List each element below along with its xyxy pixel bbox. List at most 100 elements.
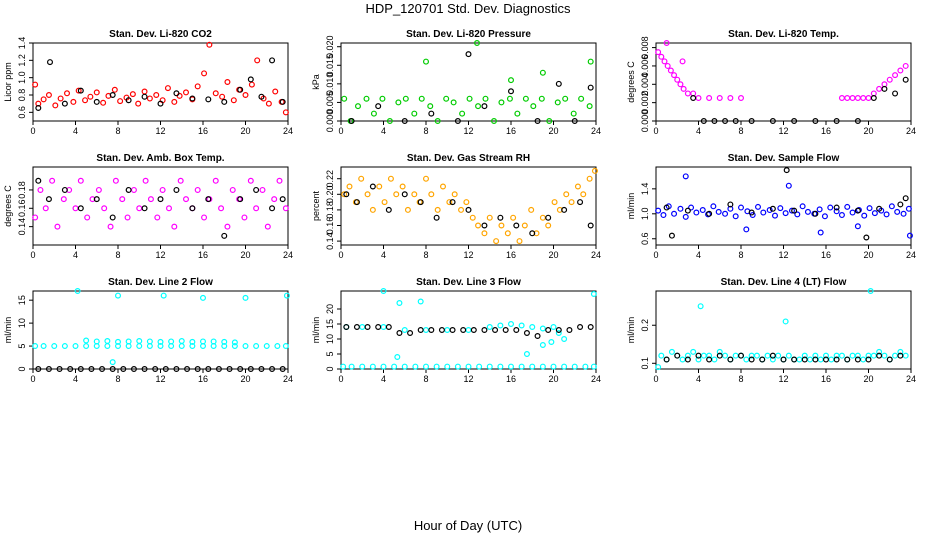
data-point: [867, 288, 874, 295]
data-point: [590, 291, 597, 298]
data-point: [157, 338, 164, 345]
data-point: [476, 363, 483, 370]
data-point: [171, 98, 178, 105]
data-point: [93, 89, 100, 96]
data-point: [769, 205, 776, 212]
data-point: [570, 110, 577, 117]
data-point: [93, 338, 100, 345]
x-tick-label: 20: [240, 374, 250, 384]
x-tick-label: 4: [73, 250, 78, 260]
data-point: [237, 86, 244, 93]
data-point: [146, 338, 153, 345]
plot-frame: [655, 166, 912, 246]
data-point: [224, 223, 231, 230]
data-point: [561, 363, 568, 370]
x-tick-label: 12: [778, 374, 788, 384]
data-point: [539, 363, 546, 370]
data-point: [475, 103, 482, 110]
data-point: [586, 175, 593, 182]
data-point: [393, 191, 400, 198]
data-point: [35, 177, 42, 184]
data-point: [897, 67, 904, 74]
data-point: [125, 186, 132, 193]
data-point: [119, 196, 126, 203]
data-point: [854, 117, 861, 124]
data-point: [680, 85, 687, 92]
y-tick-label: 1.0: [640, 208, 650, 221]
data-point: [791, 356, 798, 363]
data-point: [428, 191, 435, 198]
data-point: [577, 324, 584, 331]
data-point: [57, 95, 64, 102]
data-point: [876, 205, 883, 212]
data-point: [35, 366, 42, 373]
data-point: [433, 214, 440, 221]
x-tick-label: 0: [338, 374, 343, 384]
data-point: [276, 177, 283, 184]
data-point: [279, 366, 286, 373]
data-point: [785, 182, 792, 189]
data-point: [833, 208, 840, 215]
data-point: [871, 210, 878, 217]
y-tick-label: 0.005: [325, 91, 335, 114]
plot-frame: [340, 290, 597, 370]
y-tick-label: 0.020: [325, 35, 335, 58]
data-point: [221, 338, 228, 345]
x-tick-label: 8: [423, 126, 428, 136]
x-tick-label: 16: [506, 126, 516, 136]
data-point: [176, 92, 183, 99]
data-point: [168, 338, 175, 345]
data-point: [83, 343, 90, 350]
data-point: [737, 204, 744, 211]
data-point: [844, 356, 851, 363]
data-point: [737, 352, 744, 359]
data-point: [508, 363, 515, 370]
data-point: [370, 110, 377, 117]
data-point: [658, 352, 665, 359]
data-point: [363, 95, 370, 102]
data-point: [35, 104, 42, 111]
data-point: [529, 230, 536, 237]
x-tick-label: 8: [738, 250, 743, 260]
y-tick-label: 0.010: [325, 73, 335, 96]
data-point: [474, 39, 481, 46]
data-point: [205, 196, 212, 203]
page-title: HDP_120701 Std. Dev. Diagnostics: [365, 1, 571, 16]
data-point: [226, 366, 233, 373]
y-tick-label: 0.004: [640, 73, 650, 96]
data-point: [732, 213, 739, 220]
data-point: [407, 330, 414, 337]
data-point: [173, 186, 180, 193]
data-point: [753, 352, 760, 359]
data-point: [379, 95, 386, 102]
data-point: [679, 356, 686, 363]
data-point: [153, 91, 160, 98]
data-point: [580, 191, 587, 198]
data-point: [769, 352, 776, 359]
data-point: [833, 356, 840, 363]
data-point: [571, 117, 578, 124]
data-point: [504, 230, 511, 237]
y-tick-label: 0.14: [325, 232, 335, 250]
data-point: [385, 206, 392, 213]
y-tick-label: 10: [17, 318, 27, 328]
data-point: [63, 90, 70, 97]
data-point: [258, 366, 265, 373]
x-tick-label: 16: [821, 250, 831, 260]
data-point: [854, 207, 861, 214]
data-point: [693, 209, 700, 216]
y-tick-label: 5: [325, 351, 335, 356]
data-point: [189, 205, 196, 212]
data-point: [667, 67, 674, 74]
data-point: [51, 343, 58, 350]
data-point: [282, 205, 289, 212]
x-tick-label: 4: [381, 374, 386, 384]
data-point: [716, 348, 723, 355]
data-point: [655, 49, 662, 56]
x-tick-label: 12: [463, 126, 473, 136]
x-tick-label: 20: [863, 126, 873, 136]
data-point: [711, 356, 718, 363]
data-point: [394, 354, 401, 361]
data-point: [684, 356, 691, 363]
data-point: [343, 191, 350, 198]
